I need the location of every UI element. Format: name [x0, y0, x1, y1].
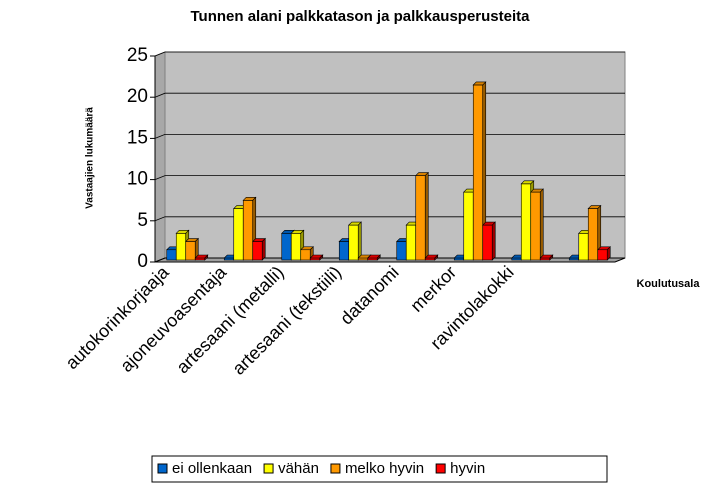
bar	[309, 254, 324, 261]
chart-title: Tunnen alani palkkatason ja palkkausperu…	[190, 8, 530, 25]
legend-swatch	[157, 463, 168, 474]
bar-side	[606, 246, 611, 261]
bar-side	[357, 221, 362, 261]
grid-line	[154, 175, 625, 180]
legend-label: vähän	[278, 460, 319, 477]
bar-side	[434, 254, 439, 261]
legend-box	[151, 455, 608, 483]
x-axis-title: Koulutusala	[637, 278, 701, 290]
grid-line	[154, 51, 625, 57]
legend-swatch	[263, 463, 274, 474]
y-tick-label: 15	[127, 127, 148, 148]
bar-front	[463, 191, 474, 261]
x-tick-label: autokorinkorjaaja	[62, 261, 174, 373]
bar-front	[300, 249, 311, 261]
x-tick-label: artesaani (tekstiili)	[228, 262, 345, 379]
bar-front	[587, 208, 599, 261]
legend-label: hyvin	[450, 460, 485, 477]
x-tick-label: ajoneuvoasentaja	[116, 261, 231, 376]
bar	[348, 221, 362, 261]
bar-front	[530, 191, 541, 261]
y-tick-label: 5	[137, 210, 148, 231]
x-tick-label: merkor	[406, 262, 460, 316]
bar-front	[290, 232, 302, 261]
grid-line	[154, 133, 625, 139]
bar-front	[175, 232, 187, 261]
bar	[424, 254, 439, 261]
y-axis-title: Vastaajien lukumäärä	[85, 107, 96, 209]
bar	[472, 81, 487, 261]
bar-front	[348, 224, 359, 261]
bar-front	[415, 175, 426, 261]
legend-label: melko hyvin	[345, 460, 424, 477]
y-tick-label: 10	[127, 169, 148, 190]
bar-side	[261, 237, 266, 261]
bar-front	[396, 241, 407, 261]
bar	[530, 188, 544, 261]
bar	[539, 254, 554, 261]
side-wall	[154, 51, 166, 263]
bar-front	[578, 232, 589, 261]
bar-side	[491, 221, 496, 261]
bar-front	[281, 232, 292, 261]
bar-side	[539, 188, 544, 261]
legend-swatch	[435, 463, 446, 474]
y-tick-label: 0	[137, 251, 148, 272]
bar-front	[338, 241, 350, 261]
bar-front	[472, 84, 484, 261]
bar	[415, 171, 429, 261]
grid-line	[154, 92, 625, 98]
bar-front	[185, 241, 196, 261]
bar-front	[482, 224, 493, 261]
bar	[194, 254, 209, 261]
y-tick-label: 25	[127, 45, 148, 66]
bar	[482, 221, 496, 261]
bar-side	[376, 254, 381, 261]
x-tick-label: artesaani (metalli)	[172, 262, 287, 377]
bar-front	[252, 241, 263, 261]
bar-front	[597, 249, 608, 261]
bar-side	[319, 254, 324, 261]
bar-front	[233, 208, 244, 261]
bar-side	[424, 171, 429, 261]
y-tick-label: 20	[127, 86, 148, 107]
bar-front	[242, 200, 254, 261]
bar	[252, 237, 266, 261]
bar-side	[549, 254, 554, 261]
bar-front	[166, 249, 177, 261]
bar-front	[520, 183, 532, 261]
x-tick-label: datanomi	[336, 262, 403, 329]
bar-front	[405, 224, 417, 261]
legend-label: ei ollenkaan	[172, 460, 252, 477]
bar	[367, 254, 381, 261]
legend-swatch	[330, 463, 341, 474]
bar	[597, 246, 611, 261]
bar-side	[204, 254, 209, 261]
